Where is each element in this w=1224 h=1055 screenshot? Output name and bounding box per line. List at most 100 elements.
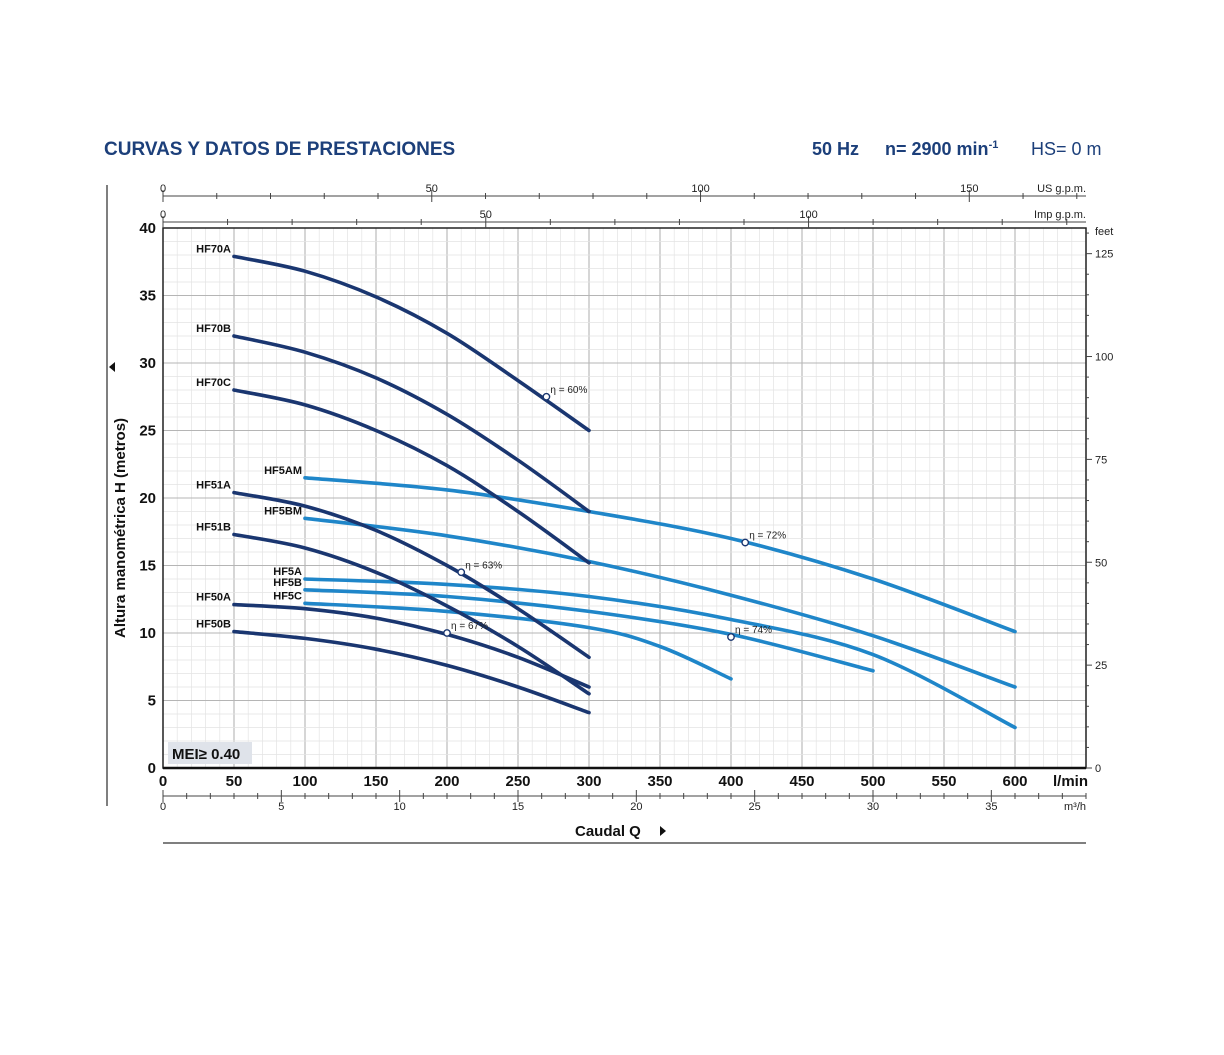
x-tick-label: 0 [159, 773, 167, 790]
series-line-hf5bm [303, 516, 1017, 689]
series-line-hf70a [232, 254, 591, 433]
secondary-tick-label: 100 [799, 209, 817, 221]
y-tick-label: 25 [139, 423, 156, 440]
x-tick-label: 600 [1002, 773, 1027, 790]
series-line-hf50a [232, 602, 591, 689]
efficiency-point [542, 392, 551, 401]
series-label-hf50a: HF50A [196, 592, 231, 604]
x-axis-arrow-icon [660, 826, 666, 836]
y-tick-label: 35 [139, 288, 156, 305]
top-imp-gpm-axis: 0 50 100 Imp g.p.m. [160, 209, 1086, 228]
series-label-hf51a: HF51A [196, 480, 231, 492]
secondary-tick-label: 25 [749, 801, 761, 813]
y-tick-label: 15 [139, 558, 156, 575]
feet-tick-label: 0 [1095, 763, 1101, 775]
series-line-hf5a [303, 577, 1017, 730]
chart-title: CURVAS Y DATOS DE PRESTACIONES [104, 139, 455, 160]
y-tick-label: 40 [139, 220, 156, 237]
x-tick-label: 350 [647, 773, 672, 790]
secondary-unit-label: US g.p.m. [1037, 183, 1086, 195]
series-line-hf70c [232, 388, 591, 565]
y-tick-label: 20 [139, 490, 156, 507]
hs-label: HS= 0 m [1031, 139, 1102, 159]
x-tick-label: 250 [505, 773, 530, 790]
x-tick-label: 50 [226, 773, 243, 790]
secondary-tick-label: 0 [160, 209, 166, 221]
x-tick-label: 550 [931, 773, 956, 790]
top-us-gpm-axis: 0 50 100 150 US g.p.m. [160, 183, 1086, 202]
efficiency-point [727, 633, 735, 641]
series-layer [232, 254, 1017, 730]
x-tick-label: 400 [718, 773, 743, 790]
feet-tick-label: 50 [1095, 557, 1107, 569]
mei-badge-text: MEI≥ 0.40 [172, 746, 240, 763]
y-tick-label: 5 [148, 693, 156, 710]
x-axis-label: Caudal Q [575, 823, 666, 840]
secondary-tick-label: 0 [160, 801, 166, 813]
speed-label: n= 2900 min-1 [885, 139, 998, 159]
x-tick-label: 100 [292, 773, 317, 790]
series-line-hf51b [232, 532, 591, 696]
x-tick-label: 500 [860, 773, 885, 790]
y-axis-label-text: Altura manométrica H (metros) [112, 418, 129, 638]
y-tick-label: 10 [139, 625, 156, 642]
feet-tick-label: 100 [1095, 352, 1113, 364]
feet-tick-label: 75 [1095, 454, 1107, 466]
x-tick-label: 450 [789, 773, 814, 790]
series-line-hf5c [303, 601, 733, 681]
secondary-tick-label: 150 [960, 183, 978, 195]
feet-tick-label: 125 [1095, 249, 1113, 261]
secondary-unit-label: Imp g.p.m. [1034, 209, 1086, 221]
series-label-hf5c: HF5C [273, 590, 302, 602]
series-label-hf50b: HF50B [196, 619, 231, 631]
frequency-label: 50 Hz [812, 139, 859, 159]
efficiency-label: η = 67% [451, 621, 488, 632]
efficiency-label: η = 60% [550, 385, 587, 396]
series-line-hf50b [232, 629, 591, 715]
secondary-tick-label: 10 [394, 801, 406, 813]
secondary-tick-label: 100 [691, 183, 709, 195]
bottom-m3h-axis: 0 5 10 15 20 25 30 35 m³/h [160, 790, 1087, 813]
secondary-tick-label: 50 [426, 183, 438, 195]
series-line-hf5b [303, 588, 875, 673]
secondary-tick-label: 5 [278, 801, 284, 813]
efficiency-markers-layer: η = 60% η = 72% η = 63% η = 74% η = 67% [443, 385, 786, 641]
x-tick-label: 200 [434, 773, 459, 790]
efficiency-label: η = 74% [735, 625, 772, 636]
x-tick-label: 300 [576, 773, 601, 790]
y-tick-label: 30 [139, 355, 156, 372]
series-labels-layer: HF70A HF70B HF70C HF51A HF51B HF50A HF50B HF5AM… [196, 243, 302, 630]
x-axis-label-text: Caudal Q [575, 823, 641, 840]
x-unit-label: l/min [1053, 773, 1088, 790]
y-axis-arrow-icon [109, 362, 115, 372]
x-tick-labels: 0 50 100 150 200 250 300 350 400 450 500 550 600 [159, 773, 1028, 790]
speed-value: n= 2900 min [885, 139, 989, 159]
efficiency-label: η = 63% [465, 560, 502, 571]
series-label-hf70c: HF70C [196, 377, 231, 389]
mei-badge: MEI≥ 0.40 [168, 742, 252, 764]
feet-tick-label: 25 [1095, 660, 1107, 672]
efficiency-point [457, 568, 466, 577]
y-tick-labels: 0 5 10 15 20 25 30 35 40 [139, 220, 156, 777]
grid [162, 227, 1087, 769]
right-feet-axis: 0 25 50 75 100 125 feet [1086, 226, 1113, 775]
feet-unit-label: feet [1095, 226, 1113, 238]
secondary-tick-label: 15 [512, 801, 524, 813]
efficiency-point [443, 629, 451, 637]
series-label-hf70a: HF70A [196, 243, 231, 255]
series-label-hf51b: HF51B [196, 521, 231, 533]
efficiency-point [741, 538, 750, 547]
series-line-hf5am [303, 476, 1017, 634]
secondary-tick-label: 35 [985, 801, 997, 813]
series-label-hf70b: HF70B [196, 323, 231, 335]
series-label-hf5bm: HF5BM [264, 505, 302, 517]
y-tick-label: 0 [148, 760, 156, 777]
secondary-unit-label: m³/h [1064, 801, 1086, 813]
secondary-tick-label: 20 [630, 801, 642, 813]
secondary-tick-label: 50 [480, 209, 492, 221]
series-label-hf5a: HF5A [273, 566, 302, 578]
y-axis-label: Altura manométrica H (metros) [109, 362, 129, 638]
series-line-hf70b [232, 334, 591, 514]
speed-exponent: -1 [989, 139, 999, 151]
